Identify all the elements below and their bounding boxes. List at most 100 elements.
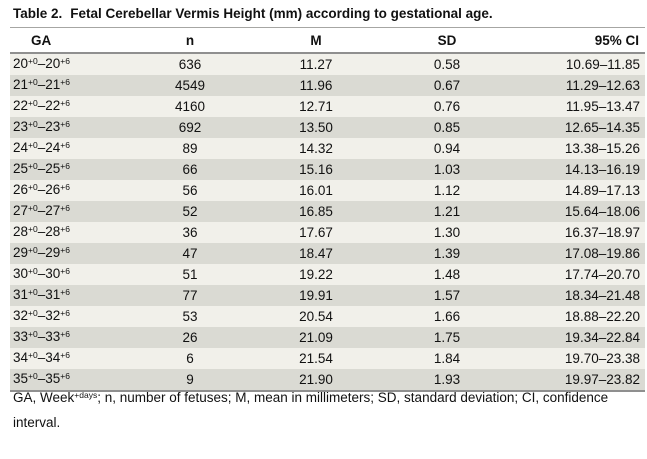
table-row: 34+0–34+6 6 21.54 1.84 19.70–23.38 xyxy=(10,348,645,369)
table-row: 22+0–22+6 4160 12.71 0.76 11.95–13.47 xyxy=(10,96,645,117)
n-cell: 636 xyxy=(178,56,202,72)
ga-week-from: 35 xyxy=(13,371,29,386)
ci-cell: 16.37–18.97 xyxy=(564,224,640,240)
table-row: 21+0–21+6 4549 11.96 0.67 11.29–12.63 xyxy=(10,75,645,96)
ga-from-superscript: +0 xyxy=(28,139,38,150)
ga-cell: 20+0–20+6 xyxy=(10,53,120,75)
table-body: 20+0–20+6 636 11.27 0.58 10.69–11.85 21+0–21+… xyxy=(10,53,645,391)
column-header-sd: SD xyxy=(372,27,522,54)
ga-week-to: 27 xyxy=(45,203,61,218)
sd-cell: 1.48 xyxy=(433,266,461,282)
m-cell: 16.85 xyxy=(299,203,333,219)
ga-week-to: 20 xyxy=(45,56,61,71)
ga-from-superscript: +0 xyxy=(28,181,38,192)
ga-cell: 34+0–34+6 xyxy=(10,348,120,369)
ga-to-superscript: +6 xyxy=(60,349,70,360)
ga-from-superscript: +0 xyxy=(28,160,38,171)
sd-cell: 1.39 xyxy=(433,245,461,261)
fetal-vermis-height-table: GA n M SD 95% CI 20+0–20+6 636 11.27 0.58 10… xyxy=(10,27,645,392)
ga-range-dash: – xyxy=(37,287,46,302)
sd-cell: 1.57 xyxy=(433,287,461,303)
ci-cell: 19.34–22.84 xyxy=(564,329,640,345)
ga-cell: 33+0–33+6 xyxy=(10,327,120,348)
sd-cell: 1.75 xyxy=(433,329,461,345)
m-cell: 18.47 xyxy=(299,245,333,261)
ga-to-superscript: +6 xyxy=(60,55,70,66)
ci-cell: 12.65–14.35 xyxy=(564,119,640,135)
table-row: 31+0–31+6 77 19.91 1.57 18.34–21.48 xyxy=(10,285,645,306)
ga-week-to: 35 xyxy=(45,371,61,386)
ga-range-dash: – xyxy=(37,182,46,197)
ga-to-superscript: +6 xyxy=(60,307,70,318)
ga-from-superscript: +0 xyxy=(28,223,38,234)
ga-week-to: 32 xyxy=(45,308,61,323)
ga-from-superscript: +0 xyxy=(28,370,38,381)
ga-from-superscript: +0 xyxy=(28,118,38,129)
ga-range-dash: – xyxy=(37,56,46,71)
ga-cell: 25+0–25+6 xyxy=(10,159,120,180)
m-cell: 11.96 xyxy=(299,77,333,93)
ga-week-from: 21 xyxy=(13,77,29,92)
ga-week-from: 28 xyxy=(13,224,29,239)
table-row: 25+0–25+6 66 15.16 1.03 14.13–16.19 xyxy=(10,159,645,180)
ci-cell: 18.88–22.20 xyxy=(564,308,640,324)
m-cell: 12.71 xyxy=(299,98,333,114)
m-cell: 16.01 xyxy=(299,182,333,198)
ga-week-from: 34 xyxy=(13,350,29,365)
ga-cell: 35+0–35+6 xyxy=(10,369,120,391)
ga-to-superscript: +6 xyxy=(60,265,70,276)
m-cell: 19.22 xyxy=(299,266,333,282)
ga-week-to: 31 xyxy=(45,287,61,302)
ci-cell: 17.08–19.86 xyxy=(564,245,640,261)
sd-cell: 1.84 xyxy=(433,350,461,366)
table-row: 30+0–30+6 51 19.22 1.48 17.74–20.70 xyxy=(10,264,645,285)
sd-cell: 0.58 xyxy=(433,56,461,72)
table-header: GA n M SD 95% CI xyxy=(10,27,645,54)
column-header-ci: 95% CI xyxy=(522,27,645,54)
m-cell: 17.67 xyxy=(299,224,333,240)
ga-week-to: 30 xyxy=(45,266,61,281)
ga-to-superscript: +6 xyxy=(60,139,70,150)
n-cell: 36 xyxy=(182,224,198,240)
ga-to-superscript: +6 xyxy=(60,76,70,87)
ga-week-to: 33 xyxy=(45,329,61,344)
ga-range-dash: – xyxy=(37,224,46,239)
n-cell: 26 xyxy=(182,329,198,345)
ga-cell: 30+0–30+6 xyxy=(10,264,120,285)
n-cell: 692 xyxy=(178,119,202,135)
ga-from-superscript: +0 xyxy=(28,202,38,213)
m-cell: 11.27 xyxy=(299,56,333,72)
footnote-prefix: GA, Week xyxy=(13,390,75,405)
column-header-ga: GA xyxy=(10,27,120,54)
ga-cell: 32+0–32+6 xyxy=(10,306,120,327)
n-cell: 4160 xyxy=(174,98,206,114)
n-cell: 56 xyxy=(182,182,198,198)
table-title-text: Fetal Cerebellar Vermis Height (mm) acco… xyxy=(70,6,493,21)
ga-week-to: 21 xyxy=(45,77,61,92)
ga-to-superscript: +6 xyxy=(60,244,70,255)
ga-range-dash: – xyxy=(37,350,46,365)
ga-week-from: 26 xyxy=(13,182,29,197)
m-cell: 15.16 xyxy=(299,161,333,177)
sd-cell: 0.76 xyxy=(433,98,461,114)
ci-cell: 10.69–11.85 xyxy=(565,56,640,72)
ga-to-superscript: +6 xyxy=(60,223,70,234)
table-row: 29+0–29+6 47 18.47 1.39 17.08–19.86 xyxy=(10,243,645,264)
ga-from-superscript: +0 xyxy=(28,76,38,87)
n-cell: 77 xyxy=(182,287,198,303)
ga-from-superscript: +0 xyxy=(28,244,38,255)
ga-week-to: 26 xyxy=(45,182,61,197)
ga-from-superscript: +0 xyxy=(28,55,38,66)
m-cell: 14.32 xyxy=(299,140,333,156)
sd-cell: 1.03 xyxy=(433,161,461,177)
footnote-superscript: +days xyxy=(74,389,98,400)
ga-range-dash: – xyxy=(37,203,46,218)
sd-cell: 0.85 xyxy=(433,119,461,135)
n-cell: 47 xyxy=(182,245,198,261)
n-cell: 9 xyxy=(186,371,194,387)
sd-cell: 1.21 xyxy=(433,203,461,219)
ga-week-from: 22 xyxy=(13,98,29,113)
m-cell: 20.54 xyxy=(299,308,333,324)
sd-cell: 1.30 xyxy=(433,224,461,240)
sd-cell: 1.93 xyxy=(433,371,461,387)
